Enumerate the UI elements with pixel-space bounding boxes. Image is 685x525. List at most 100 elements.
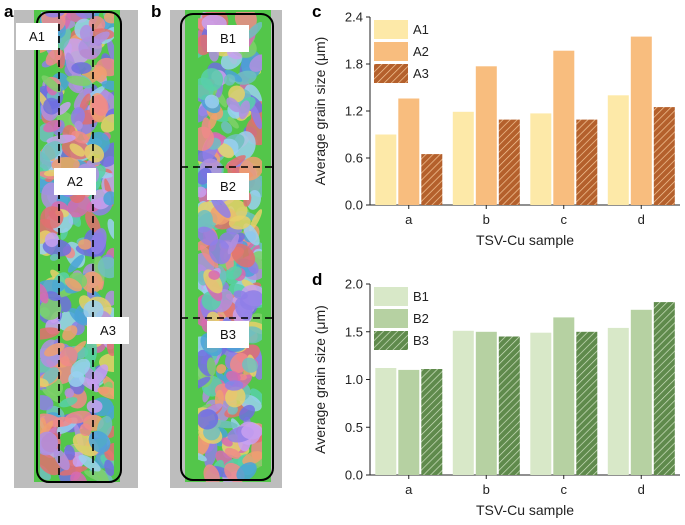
grain-shape bbox=[53, 448, 70, 471]
region-label-A3: A3 bbox=[100, 323, 116, 338]
grain-shape bbox=[236, 462, 257, 482]
grain-shape bbox=[59, 397, 78, 408]
grain-shape bbox=[70, 471, 88, 482]
grain-shape bbox=[40, 378, 49, 387]
region-box-A1: A1 bbox=[16, 23, 58, 50]
x-tick-label: b bbox=[483, 482, 490, 497]
grain-shape bbox=[41, 141, 62, 161]
grain-shape bbox=[44, 232, 59, 248]
grain-shape bbox=[243, 223, 260, 246]
grain-shape bbox=[241, 423, 262, 440]
legend-swatch-B2 bbox=[374, 309, 408, 328]
bar-B3-b bbox=[498, 336, 520, 475]
grain-shape bbox=[104, 459, 114, 477]
bar-A3-a bbox=[421, 154, 443, 205]
grain-shape bbox=[227, 234, 240, 255]
grain-shape bbox=[43, 97, 60, 115]
bar-B2-b bbox=[475, 331, 497, 476]
micrograph-a-outline bbox=[36, 11, 122, 483]
region-label-B1: B1 bbox=[220, 31, 236, 46]
legend-label-A2: A2 bbox=[413, 44, 429, 59]
grain-shape bbox=[86, 399, 103, 413]
region-box-A3: A3 bbox=[87, 317, 129, 344]
grain-shape bbox=[217, 143, 234, 159]
grain-shape bbox=[103, 191, 114, 206]
grain-shape bbox=[238, 100, 250, 120]
grain-shape bbox=[66, 75, 91, 86]
grain-shape bbox=[84, 470, 103, 481]
y-tick-label: 1.8 bbox=[345, 57, 363, 72]
grain-shape bbox=[74, 120, 83, 130]
bar-A3-c bbox=[576, 119, 598, 205]
grain-shape bbox=[227, 50, 242, 60]
legend-label-A3: A3 bbox=[413, 66, 429, 81]
grain-shape bbox=[64, 388, 75, 398]
y-tick-label: 0.5 bbox=[345, 420, 363, 435]
grain-shape bbox=[40, 150, 52, 170]
grain-shape bbox=[200, 68, 224, 92]
grain-shape bbox=[226, 97, 241, 113]
grain-shape bbox=[227, 116, 239, 129]
grain-shape bbox=[64, 277, 82, 292]
grain-shape bbox=[210, 195, 231, 218]
grain-shape bbox=[85, 85, 106, 101]
bar-A1-c bbox=[530, 113, 552, 205]
grain-shape bbox=[46, 291, 61, 302]
grain-shape bbox=[88, 430, 111, 453]
grain-shape bbox=[68, 371, 85, 387]
grain-shape bbox=[58, 28, 71, 51]
x-tick-label: d bbox=[638, 482, 645, 497]
grain-shape bbox=[250, 104, 262, 130]
region-box-A2: A2 bbox=[54, 168, 96, 195]
y-tick-label: 1.2 bbox=[345, 104, 363, 119]
grain-shape bbox=[40, 417, 47, 437]
x-tick-label: a bbox=[405, 212, 413, 227]
region-box-B1: B1 bbox=[207, 25, 249, 52]
micrograph-a: A1 A2 A3 bbox=[14, 10, 138, 488]
grain-shape bbox=[198, 209, 213, 231]
x-tick-label: c bbox=[561, 482, 568, 497]
y-axis-label: Average grain size (μm) bbox=[312, 37, 328, 186]
grain-shape bbox=[84, 143, 105, 163]
grain-shape bbox=[44, 342, 65, 357]
micrograph-b: B1 B2 B3 bbox=[170, 10, 282, 488]
bar-B1-a bbox=[375, 368, 397, 475]
grain-shape bbox=[226, 370, 241, 383]
panel-letter-a: a bbox=[4, 2, 14, 21]
grain-shape bbox=[224, 447, 241, 459]
legend-swatch-B3 bbox=[374, 331, 408, 350]
grain-shape bbox=[45, 48, 62, 66]
grain-shape bbox=[245, 22, 262, 39]
grain-shape bbox=[42, 367, 59, 385]
micrograph-b-grains bbox=[198, 12, 262, 482]
grain-shape bbox=[40, 206, 64, 229]
legend-swatch-A1 bbox=[374, 20, 408, 39]
bar-B2-a bbox=[398, 369, 420, 475]
grain-shape bbox=[216, 364, 227, 374]
bar-A1-a bbox=[375, 134, 397, 205]
grain-shape bbox=[107, 218, 114, 240]
grain-shape bbox=[249, 209, 262, 232]
grain-shape bbox=[71, 130, 89, 144]
bar-B3-d bbox=[653, 302, 675, 475]
grain-shape bbox=[40, 453, 61, 476]
x-tick-label: d bbox=[638, 212, 645, 227]
grain-shape bbox=[79, 24, 94, 42]
grain-shape bbox=[40, 395, 54, 411]
grain-shape bbox=[90, 364, 109, 386]
y-tick-label: 0.6 bbox=[345, 151, 363, 166]
grain-shape bbox=[64, 444, 75, 461]
legend-swatch-B1 bbox=[374, 287, 408, 306]
y-tick-label: 0.0 bbox=[345, 198, 363, 213]
region-label-B3: B3 bbox=[220, 327, 236, 342]
grain-shape bbox=[84, 337, 98, 366]
grain-shape bbox=[107, 38, 114, 64]
region-box-B2: B2 bbox=[207, 173, 249, 200]
chart-c: 0.0 0.6 1.2 1.8 2.4 a b c d TSV-Cu sample Average … bbox=[312, 10, 680, 248]
grain-shape bbox=[52, 416, 72, 427]
bar-A2-b bbox=[475, 66, 497, 205]
grain-shape bbox=[101, 80, 114, 91]
bar-B2-d bbox=[630, 309, 652, 475]
bar-A2-c bbox=[553, 50, 575, 206]
